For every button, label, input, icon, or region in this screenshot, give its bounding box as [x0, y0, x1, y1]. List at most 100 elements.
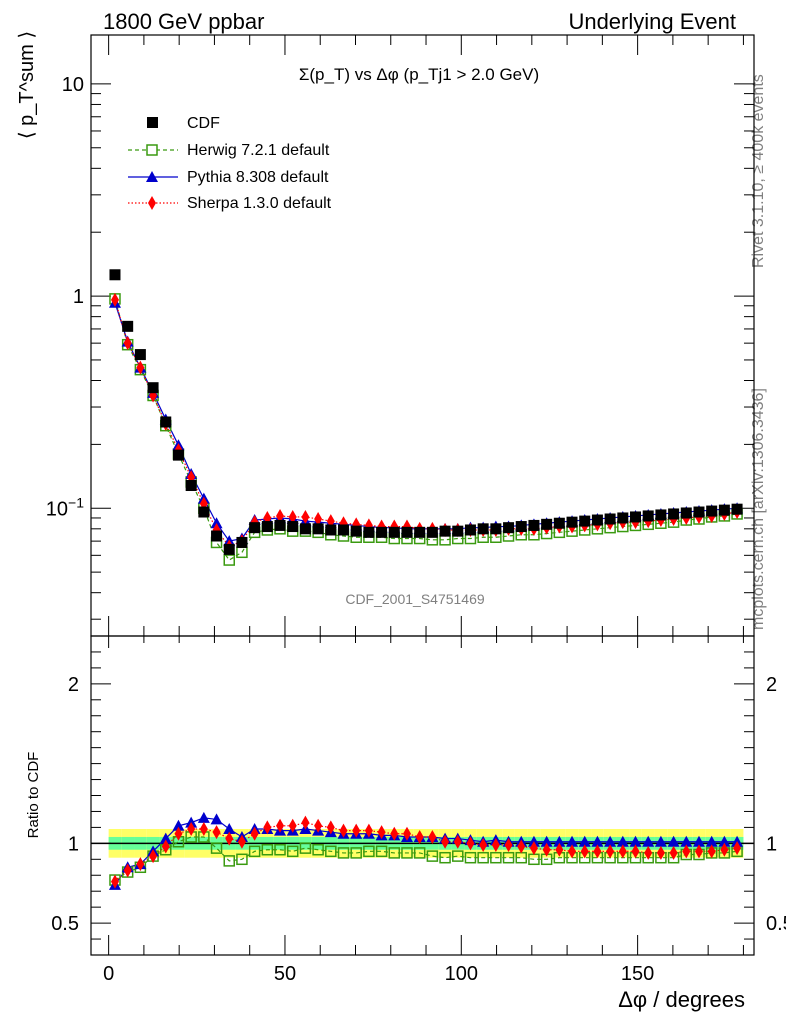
- header-right: Underlying Event: [568, 9, 736, 34]
- ratio-point-pythia: [591, 835, 604, 847]
- main-point-cdf: [223, 543, 235, 555]
- ratio-point-herwig: [236, 853, 248, 866]
- ratio-point-sherpa: [542, 842, 551, 857]
- main-point-cdf: [541, 518, 553, 530]
- main-point-cdf: [617, 512, 629, 524]
- ratio-point-sherpa: [364, 823, 373, 838]
- ratio-point-sherpa: [479, 837, 488, 852]
- ratio-point-sherpa: [199, 821, 208, 836]
- ratio-point-sherpa: [161, 839, 170, 854]
- ratio-point-pythia: [654, 835, 667, 847]
- ratio-point-herwig: [274, 843, 286, 856]
- main-point-herwig: [223, 554, 235, 566]
- ratio-point-sherpa: [644, 845, 653, 860]
- main-point-cdf: [503, 522, 515, 534]
- ratio-point-sherpa: [263, 820, 272, 835]
- x-tick-label: 50: [274, 963, 296, 985]
- ratio-point-herwig: [248, 845, 261, 858]
- ratio-point-sherpa: [593, 844, 602, 859]
- x-tick-label: 100: [445, 963, 478, 985]
- ratio-point-sherpa: [174, 826, 183, 841]
- ratio-point-sherpa: [237, 834, 246, 849]
- main-ylabel: ⟨ p_T^sum ⟩: [16, 31, 38, 139]
- main-point-cdf: [668, 508, 680, 520]
- ratio-point-pythia: [629, 835, 642, 847]
- main-point-cdf: [350, 525, 362, 537]
- ratio-point-pythia: [197, 811, 210, 823]
- main-point-cdf: [388, 526, 400, 538]
- rivet-label: Rivet 3.1.10, ≥ 400k events: [750, 74, 767, 268]
- main-point-cdf: [363, 526, 375, 538]
- ratio-point-sherpa: [250, 826, 259, 841]
- ratio-point-herwig: [223, 855, 235, 867]
- main-point-sherpa: [110, 292, 119, 307]
- main-point-cdf: [452, 525, 464, 537]
- ratio-y-tick-label: 0.5: [51, 913, 79, 935]
- main-title: Σ(p_T) vs Δφ (p_Tj1 > 2.0 GeV): [299, 65, 539, 84]
- main-point-cdf: [439, 525, 451, 537]
- main-point-cdf: [642, 510, 654, 522]
- ratio-point-sherpa: [149, 849, 158, 864]
- ratio-point-sherpa: [694, 844, 703, 859]
- ratio-point-sherpa: [377, 825, 386, 840]
- ratio-ylabel: Ratio to CDF: [25, 752, 42, 839]
- ratio-point-herwig: [464, 851, 477, 864]
- main-point-cdf: [147, 382, 159, 394]
- ratio-point-sherpa: [606, 844, 615, 859]
- main-point-cdf: [109, 269, 121, 281]
- ratio-point-herwig: [490, 851, 502, 864]
- main-point-cdf: [274, 519, 286, 531]
- ratio-point-pythia: [718, 835, 731, 847]
- ratio-point-sherpa: [517, 839, 526, 854]
- header-left: 1800 GeV ppbar: [103, 9, 264, 34]
- ratio-point-pythia: [210, 813, 223, 825]
- ratio-point-sherpa: [707, 844, 716, 859]
- legend-label-cdf: CDF: [187, 115, 220, 132]
- ratio-point-sherpa: [733, 841, 742, 856]
- ratio-point-sherpa: [720, 842, 729, 857]
- main-point-cdf: [490, 523, 502, 535]
- mcplots-label: mcplots.cern.ch [arXiv:1306.3436]: [750, 388, 767, 630]
- ratio-point-sherpa: [529, 841, 538, 856]
- y-tick-label: 10−1: [46, 494, 84, 520]
- main-point-cdf: [172, 449, 184, 461]
- ratio-point-sherpa: [314, 818, 323, 833]
- ratio-point-sherpa: [631, 844, 640, 859]
- ratio-point-sherpa: [504, 837, 513, 852]
- legend-marker-sherpa: [148, 196, 156, 210]
- legend: CDF Herwig 7.2.1 default Pythia 8.308 de…: [128, 115, 332, 212]
- ratio-point-sherpa: [580, 844, 589, 859]
- ratio-point-pythia: [553, 835, 566, 847]
- ratio-point-sherpa: [276, 818, 285, 833]
- main-point-cdf: [376, 526, 388, 538]
- analysis-watermark: CDF_2001_S4751469: [345, 591, 485, 607]
- ratio-point-pythia: [705, 835, 718, 847]
- main-point-cdf: [338, 524, 350, 536]
- ratio-point-herwig: [261, 843, 274, 856]
- legend-label-pythia: Pythia 8.308 default: [187, 169, 329, 186]
- x-axis-label: Δφ / degrees: [618, 987, 745, 1012]
- ratio-point-sherpa: [390, 826, 399, 841]
- main-point-cdf: [630, 511, 642, 523]
- ratio-point-sherpa: [187, 821, 196, 836]
- main-point-cdf: [706, 505, 718, 517]
- ratio-point-herwig: [312, 843, 324, 856]
- main-point-cdf: [426, 526, 438, 538]
- main-point-cdf: [401, 526, 413, 538]
- legend-entry-pythia: Pythia 8.308 default: [128, 169, 329, 186]
- ratio-point-herwig: [452, 850, 464, 862]
- ratio-point-pythia: [159, 832, 172, 844]
- ratio-point-sherpa: [415, 829, 424, 844]
- ratio-point-sherpa: [288, 818, 297, 833]
- main-point-cdf: [236, 536, 248, 548]
- ratio-point-sherpa: [555, 842, 564, 857]
- ratio-point-sherpa: [618, 844, 627, 859]
- legend-entry-sherpa: Sherpa 1.3.0 default: [128, 195, 332, 212]
- main-point-cdf: [198, 506, 210, 518]
- legend-marker-herwig: [146, 144, 158, 156]
- ratio-line-sherpa: [114, 821, 738, 883]
- main-point-cdf: [579, 515, 591, 527]
- main-point-cdf: [312, 523, 324, 535]
- main-point-cdf: [731, 503, 743, 515]
